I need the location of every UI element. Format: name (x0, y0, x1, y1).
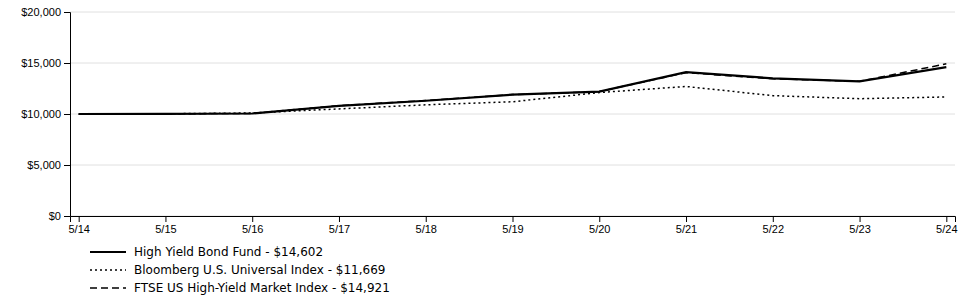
x-tick-mark (165, 216, 166, 222)
y-tick-mark (64, 216, 70, 217)
x-tick-mark (339, 216, 340, 222)
y-axis: $0 $5,000 $10,000 $15,000 $20,000 (21, 6, 70, 222)
x-tick-mark (860, 216, 861, 222)
y-tick-mark (64, 114, 70, 115)
x-tick-label: 5/16 (242, 223, 263, 235)
series-line (79, 86, 947, 114)
legend-label: High Yield Bond Fund - $14,602 (134, 245, 323, 259)
x-tick-mark (599, 216, 600, 222)
legend-swatch (90, 287, 126, 289)
x-tick: 5/19 (502, 216, 523, 235)
x-tick-label: 5/18 (416, 223, 437, 235)
x-tick-mark (773, 216, 774, 222)
x-tick-label: 5/17 (329, 223, 350, 235)
legend-item: FTSE US High-Yield Market Index - $14,92… (90, 281, 390, 295)
x-tick: 5/18 (416, 216, 437, 235)
x-tick: 5/15 (155, 216, 176, 235)
legend: High Yield Bond Fund - $14,602 Bloomberg … (90, 245, 390, 295)
x-axis-line (71, 217, 956, 223)
y-tick: $20,000 (21, 6, 70, 18)
legend-label: Bloomberg U.S. Universal Index - $11,669 (134, 263, 385, 277)
legend-swatch (90, 269, 126, 271)
x-tick: 5/21 (676, 216, 697, 235)
x-tick-mark (686, 216, 687, 222)
series-line (79, 67, 947, 114)
series-line (79, 64, 947, 114)
y-tick-label: $10,000 (21, 108, 61, 120)
legend-item: High Yield Bond Fund - $14,602 (90, 245, 323, 259)
grid-line (70, 165, 955, 166)
legend-item: Bloomberg U.S. Universal Index - $11,669 (90, 263, 385, 277)
x-tick-label: 5/20 (589, 223, 610, 235)
x-tick-mark (946, 216, 947, 222)
chart: 5/14 5/15 5/16 5/17 5/18 5/19 5/20 5/21 5/22 5/23… (0, 0, 975, 304)
x-tick-label: 5/19 (502, 223, 523, 235)
x-tick-label: 5/14 (68, 223, 89, 235)
x-tick: 5/14 (68, 216, 89, 235)
y-tick-mark (64, 63, 70, 64)
x-tick-label: 5/24 (936, 223, 957, 235)
y-tick-label: $5,000 (27, 159, 61, 171)
y-tick: $5,000 (27, 159, 70, 171)
x-tick-label: 5/15 (155, 223, 176, 235)
x-tick: 5/22 (763, 216, 784, 235)
x-tick-label: 5/23 (849, 223, 870, 235)
lines (79, 64, 947, 114)
x-tick: 5/24 (936, 216, 957, 235)
y-tick: $10,000 (21, 108, 70, 120)
grid (70, 12, 955, 216)
x-tick-mark (513, 216, 514, 222)
y-tick: $0 (49, 210, 70, 222)
x-tick-mark (252, 216, 253, 222)
y-tick-label: $0 (49, 210, 61, 222)
plot: 5/14 5/15 5/16 5/17 5/18 5/19 5/20 5/21 5/22 5/23… (21, 6, 957, 235)
x-tick-label: 5/22 (763, 223, 784, 235)
x-axis: 5/14 5/15 5/16 5/17 5/18 5/19 5/20 5/21 5/22 5/23… (68, 216, 957, 235)
x-tick-mark (79, 216, 80, 222)
x-tick: 5/17 (329, 216, 350, 235)
y-tick-label: $15,000 (21, 57, 61, 69)
x-tick: 5/16 (242, 216, 263, 235)
y-tick-label: $20,000 (21, 6, 61, 18)
y-axis-line (64, 13, 71, 217)
legend-label: FTSE US High-Yield Market Index - $14,92… (134, 281, 390, 295)
y-tick-mark (64, 12, 70, 13)
legend-swatch (90, 251, 126, 253)
x-tick: 5/23 (849, 216, 870, 235)
grid-line (70, 63, 955, 64)
y-tick-mark (64, 165, 70, 166)
x-tick-label: 5/21 (676, 223, 697, 235)
x-tick: 5/20 (589, 216, 610, 235)
x-tick-mark (426, 216, 427, 222)
y-tick: $15,000 (21, 57, 70, 69)
grid-line (70, 12, 955, 13)
